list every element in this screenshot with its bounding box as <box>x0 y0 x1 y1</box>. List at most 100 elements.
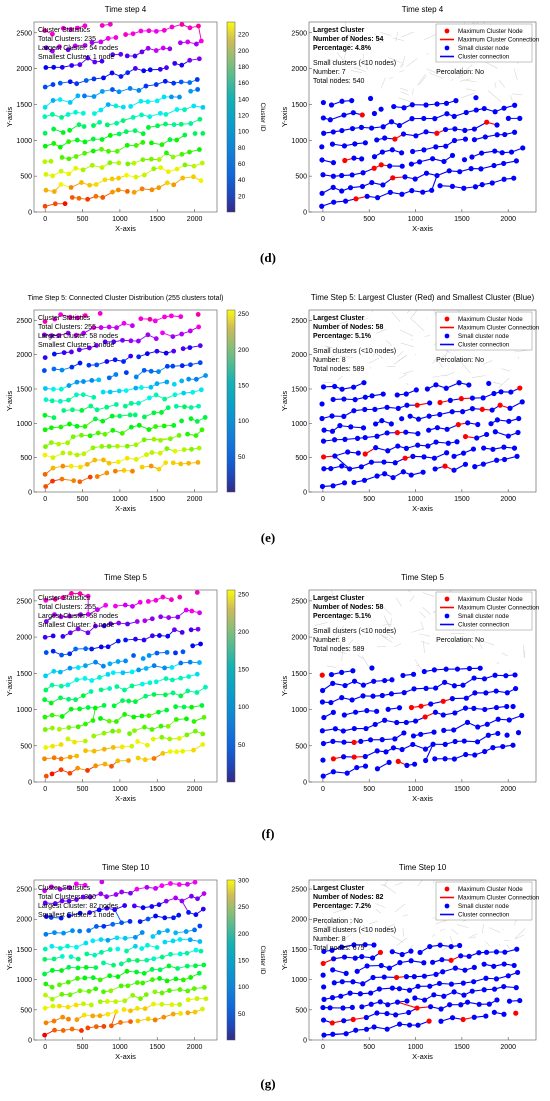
cluster-node <box>119 889 125 895</box>
cluster-node <box>43 484 49 489</box>
axes-frame <box>308 309 537 493</box>
cluster-node <box>104 359 110 364</box>
cluster-node <box>330 396 336 403</box>
y-tick-label: 1500 <box>16 386 32 393</box>
cluster-node <box>490 446 496 452</box>
cluster-node <box>158 165 164 171</box>
cluster-node <box>189 446 194 452</box>
cluster-node <box>82 43 88 48</box>
cluster-node <box>342 436 348 442</box>
cluster-node <box>457 942 463 949</box>
cluster-node <box>52 596 58 602</box>
cluster-node <box>115 638 121 644</box>
cluster-node <box>156 185 162 191</box>
cluster-node <box>438 1006 444 1012</box>
colorbar-tick-label: 50 <box>238 1011 246 1018</box>
x-axis-label: X-axis <box>115 504 136 513</box>
background-edge <box>411 627 425 633</box>
x-tick-label: 2000 <box>187 786 203 793</box>
cluster-node <box>180 346 186 352</box>
cluster-node <box>158 723 164 729</box>
cluster-node <box>442 126 449 133</box>
cluster-node <box>432 709 439 715</box>
cluster-node <box>84 951 90 957</box>
y-tick-label: 1000 <box>16 421 32 428</box>
cluster-edge <box>397 1001 418 1009</box>
largest-cluster-text: Percentage: 4.8% <box>313 45 372 52</box>
cluster-node <box>112 907 118 913</box>
cluster-node <box>42 159 48 165</box>
cluster-node <box>395 405 401 411</box>
cluster-node <box>99 146 104 152</box>
cluster-node <box>330 129 336 135</box>
cluster-node <box>61 408 67 413</box>
cluster-node <box>426 1018 432 1024</box>
background-edge <box>339 33 354 41</box>
largest-cluster-text: Largest Cluster <box>313 885 365 892</box>
background-edge <box>422 592 435 597</box>
x-tick-label: 1000 <box>408 216 424 223</box>
chart-d-left: Time step 40 500 1000 1500 20000500100015002… <box>5 5 266 233</box>
cluster-node <box>389 949 395 955</box>
cluster-node <box>421 454 427 460</box>
cluster-node <box>101 989 106 995</box>
small-cluster-text: Percolation : No <box>313 918 363 925</box>
cluster-node <box>454 439 460 445</box>
cluster-node <box>123 658 128 664</box>
cluster-node <box>97 1013 103 1019</box>
cluster-node <box>170 1011 176 1017</box>
x-tick-label: 1500 <box>149 496 165 503</box>
background-edge <box>410 310 417 320</box>
y-tick-label: 2000 <box>16 66 32 73</box>
cluster-node <box>382 677 388 684</box>
cluster-node <box>330 967 336 973</box>
x-tick-label: 1000 <box>408 496 424 503</box>
cluster-node <box>138 98 144 104</box>
cluster-node <box>184 716 189 722</box>
cluster-node <box>125 161 131 167</box>
cluster-node <box>152 318 158 324</box>
background-edge <box>492 381 502 385</box>
cluster-node <box>43 914 49 919</box>
cluster-node <box>329 141 336 147</box>
cluster-node <box>404 402 410 408</box>
cluster-node <box>349 125 356 132</box>
cluster-node <box>98 687 104 693</box>
cluster-node <box>329 1020 335 1026</box>
cluster-node <box>90 938 96 944</box>
background-edge <box>514 349 528 353</box>
cluster-node <box>88 403 94 409</box>
background-edge <box>385 340 393 346</box>
cluster-node <box>70 407 75 413</box>
cluster-stats-text: Total Clusters: 300 <box>38 894 96 901</box>
cluster-node <box>120 698 125 703</box>
cluster-node <box>178 1011 184 1016</box>
cluster-node <box>184 950 190 956</box>
background-edge <box>342 927 346 932</box>
cluster-node <box>429 187 435 193</box>
cluster-node <box>133 636 138 642</box>
chart-g-left: Time Step 100 500 1000 1500 2000050010001500… <box>5 863 266 1061</box>
cluster-node <box>120 118 126 124</box>
cluster-node <box>156 902 162 908</box>
x-tick-label: 0 <box>321 1044 325 1051</box>
cluster-node <box>113 999 119 1005</box>
cluster-node <box>101 730 107 736</box>
background-edge <box>324 350 326 352</box>
cluster-node <box>462 433 469 440</box>
cluster-node <box>502 131 508 138</box>
x-tick-label: 1000 <box>112 216 128 223</box>
cluster-node <box>179 630 185 635</box>
x-tick-label: 1500 <box>454 496 470 503</box>
cluster-node <box>77 464 83 470</box>
cluster-node <box>169 677 175 683</box>
cluster-node <box>181 704 187 710</box>
cluster-stats-text: Largest Cluster: 82 nodes <box>38 903 119 910</box>
cluster-node <box>132 66 138 71</box>
cluster-node <box>73 944 79 950</box>
cluster-node <box>74 379 80 385</box>
cluster-node <box>116 388 122 394</box>
cluster-node <box>42 386 48 391</box>
cluster-node <box>79 407 85 413</box>
background-edge <box>426 318 428 320</box>
